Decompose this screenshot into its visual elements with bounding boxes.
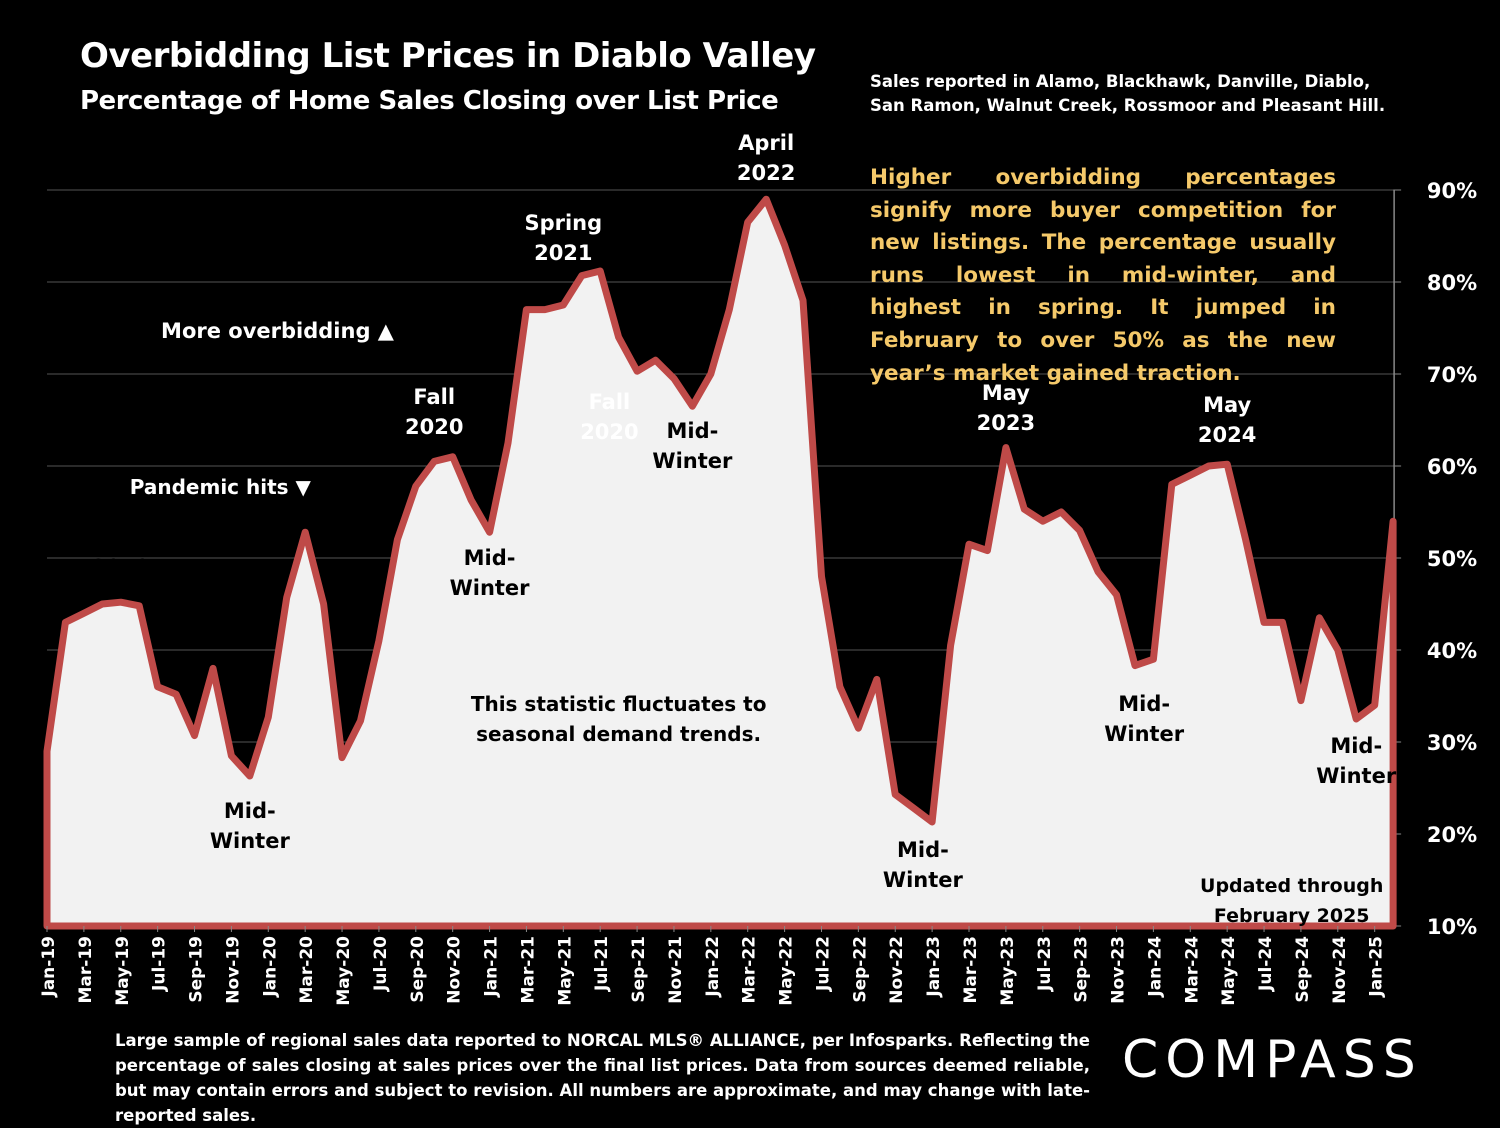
y-tick-label: 80% xyxy=(1427,271,1477,295)
annotation-label: Mid- xyxy=(1330,734,1382,758)
y-tick-label: 30% xyxy=(1427,731,1477,755)
x-tick-label: Sep-23 xyxy=(1072,936,1092,1003)
y-tick-label: 40% xyxy=(1427,639,1477,663)
x-tick-label: Mar-22 xyxy=(740,936,760,1004)
annotation-label: Mid- xyxy=(464,546,516,570)
x-tick-label: Jan-23 xyxy=(924,936,944,998)
x-tick-label: Jul-23 xyxy=(1035,936,1055,992)
annotation-label: 2020 xyxy=(580,420,638,444)
annotation-label: Spring xyxy=(524,211,602,235)
x-tick-label: Jan-19 xyxy=(39,936,59,998)
x-tick-label: Jul-20 xyxy=(371,936,391,992)
x-tick-label: Sep-21 xyxy=(629,936,649,1003)
annotation-label: Fall xyxy=(413,385,455,409)
x-tick-label: Mar-20 xyxy=(297,936,317,1004)
annotation-label: Winter xyxy=(1104,722,1185,746)
x-tick-label: Nov-23 xyxy=(1109,936,1129,1004)
x-tick-label: Sep-24 xyxy=(1293,936,1313,1003)
x-tick-label: Nov-19 xyxy=(223,936,243,1004)
x-tick-label: Jul-24 xyxy=(1256,936,1276,992)
x-tick-label: Nov-21 xyxy=(666,936,686,1004)
annotation-label: Updated through xyxy=(1200,875,1383,897)
y-tick-label: 50% xyxy=(1427,547,1477,571)
annotation-label: February 2025 xyxy=(1214,905,1370,927)
x-tick-label: May-24 xyxy=(1219,936,1239,1006)
annotation-label: Mid- xyxy=(1118,692,1170,716)
x-tick-label: Nov-20 xyxy=(445,936,465,1004)
annotation-label: Spring xyxy=(82,525,160,549)
annotation-label: Winter xyxy=(883,868,964,892)
x-tick-label: Jan-24 xyxy=(1145,936,1165,998)
y-tick-label: 90% xyxy=(1427,179,1477,203)
y-tick-label: 70% xyxy=(1427,363,1477,387)
x-tick-label: Nov-22 xyxy=(887,936,907,1004)
annotation-label: Winter xyxy=(652,449,733,473)
x-tick-label: Sep-20 xyxy=(408,936,428,1003)
annotation-label: Fall xyxy=(589,390,631,414)
x-tick-label: May-20 xyxy=(334,936,354,1006)
x-tick-label: Mar-21 xyxy=(518,936,538,1004)
annotation-label: Winter xyxy=(210,829,291,853)
x-tick-label: Jan-22 xyxy=(703,936,723,998)
x-tick-label: Sep-22 xyxy=(850,936,870,1003)
annotation-label: 2023 xyxy=(977,411,1035,435)
x-tick-label: Nov-24 xyxy=(1330,936,1350,1004)
annotation-label: 2024 xyxy=(1198,423,1256,447)
x-tick-label: Jul-21 xyxy=(592,936,612,992)
annotation-label: Mid- xyxy=(897,838,949,862)
x-tick-label: Jul-19 xyxy=(150,936,170,992)
annotation-label: More overbidding ▲ xyxy=(161,319,395,343)
x-tick-label: Jan-25 xyxy=(1367,936,1387,998)
x-tick-label: Mar-23 xyxy=(961,936,981,1004)
x-tick-label: Mar-19 xyxy=(76,936,96,1004)
annotation-label: Winter xyxy=(450,576,531,600)
annotation-label: 2022 xyxy=(737,161,795,185)
annotation-label: Mid- xyxy=(224,799,276,823)
x-tick-label: Jan-21 xyxy=(482,936,502,998)
x-tick-label: Sep-19 xyxy=(187,936,207,1003)
x-tick-label: Jan-20 xyxy=(260,936,280,998)
y-tick-label: 60% xyxy=(1427,455,1477,479)
annotation-label: This statistic fluctuates to xyxy=(471,692,767,716)
x-tick-label: May-21 xyxy=(555,936,575,1006)
compass-logo: COMPASS xyxy=(1122,1030,1423,1090)
annotation-label: Pandemic hits ▼ xyxy=(130,475,312,499)
footnote: Large sample of regional sales data repo… xyxy=(115,1028,1090,1128)
annotation-label: Winter xyxy=(1316,764,1397,788)
annotation-label: seasonal demand trends. xyxy=(476,722,761,746)
x-tick-label: May-19 xyxy=(113,936,133,1006)
callout-text: Higher overbidding percentages signify m… xyxy=(870,162,1336,390)
x-tick-label: Jul-22 xyxy=(813,936,833,992)
annotation-label: 2020 xyxy=(405,415,463,439)
annotation-label: 2019 xyxy=(92,555,150,579)
y-tick-label: 20% xyxy=(1427,823,1477,847)
annotation-label: 2021 xyxy=(534,241,592,265)
annotation-label: Mid- xyxy=(666,419,718,443)
x-tick-label: Mar-24 xyxy=(1182,936,1202,1004)
x-tick-label: May-23 xyxy=(998,936,1018,1006)
x-tick-label: May-22 xyxy=(777,936,797,1006)
y-tick-label: 10% xyxy=(1427,915,1477,939)
annotation-label: May xyxy=(1203,393,1251,417)
annotation-label: April xyxy=(738,131,794,155)
